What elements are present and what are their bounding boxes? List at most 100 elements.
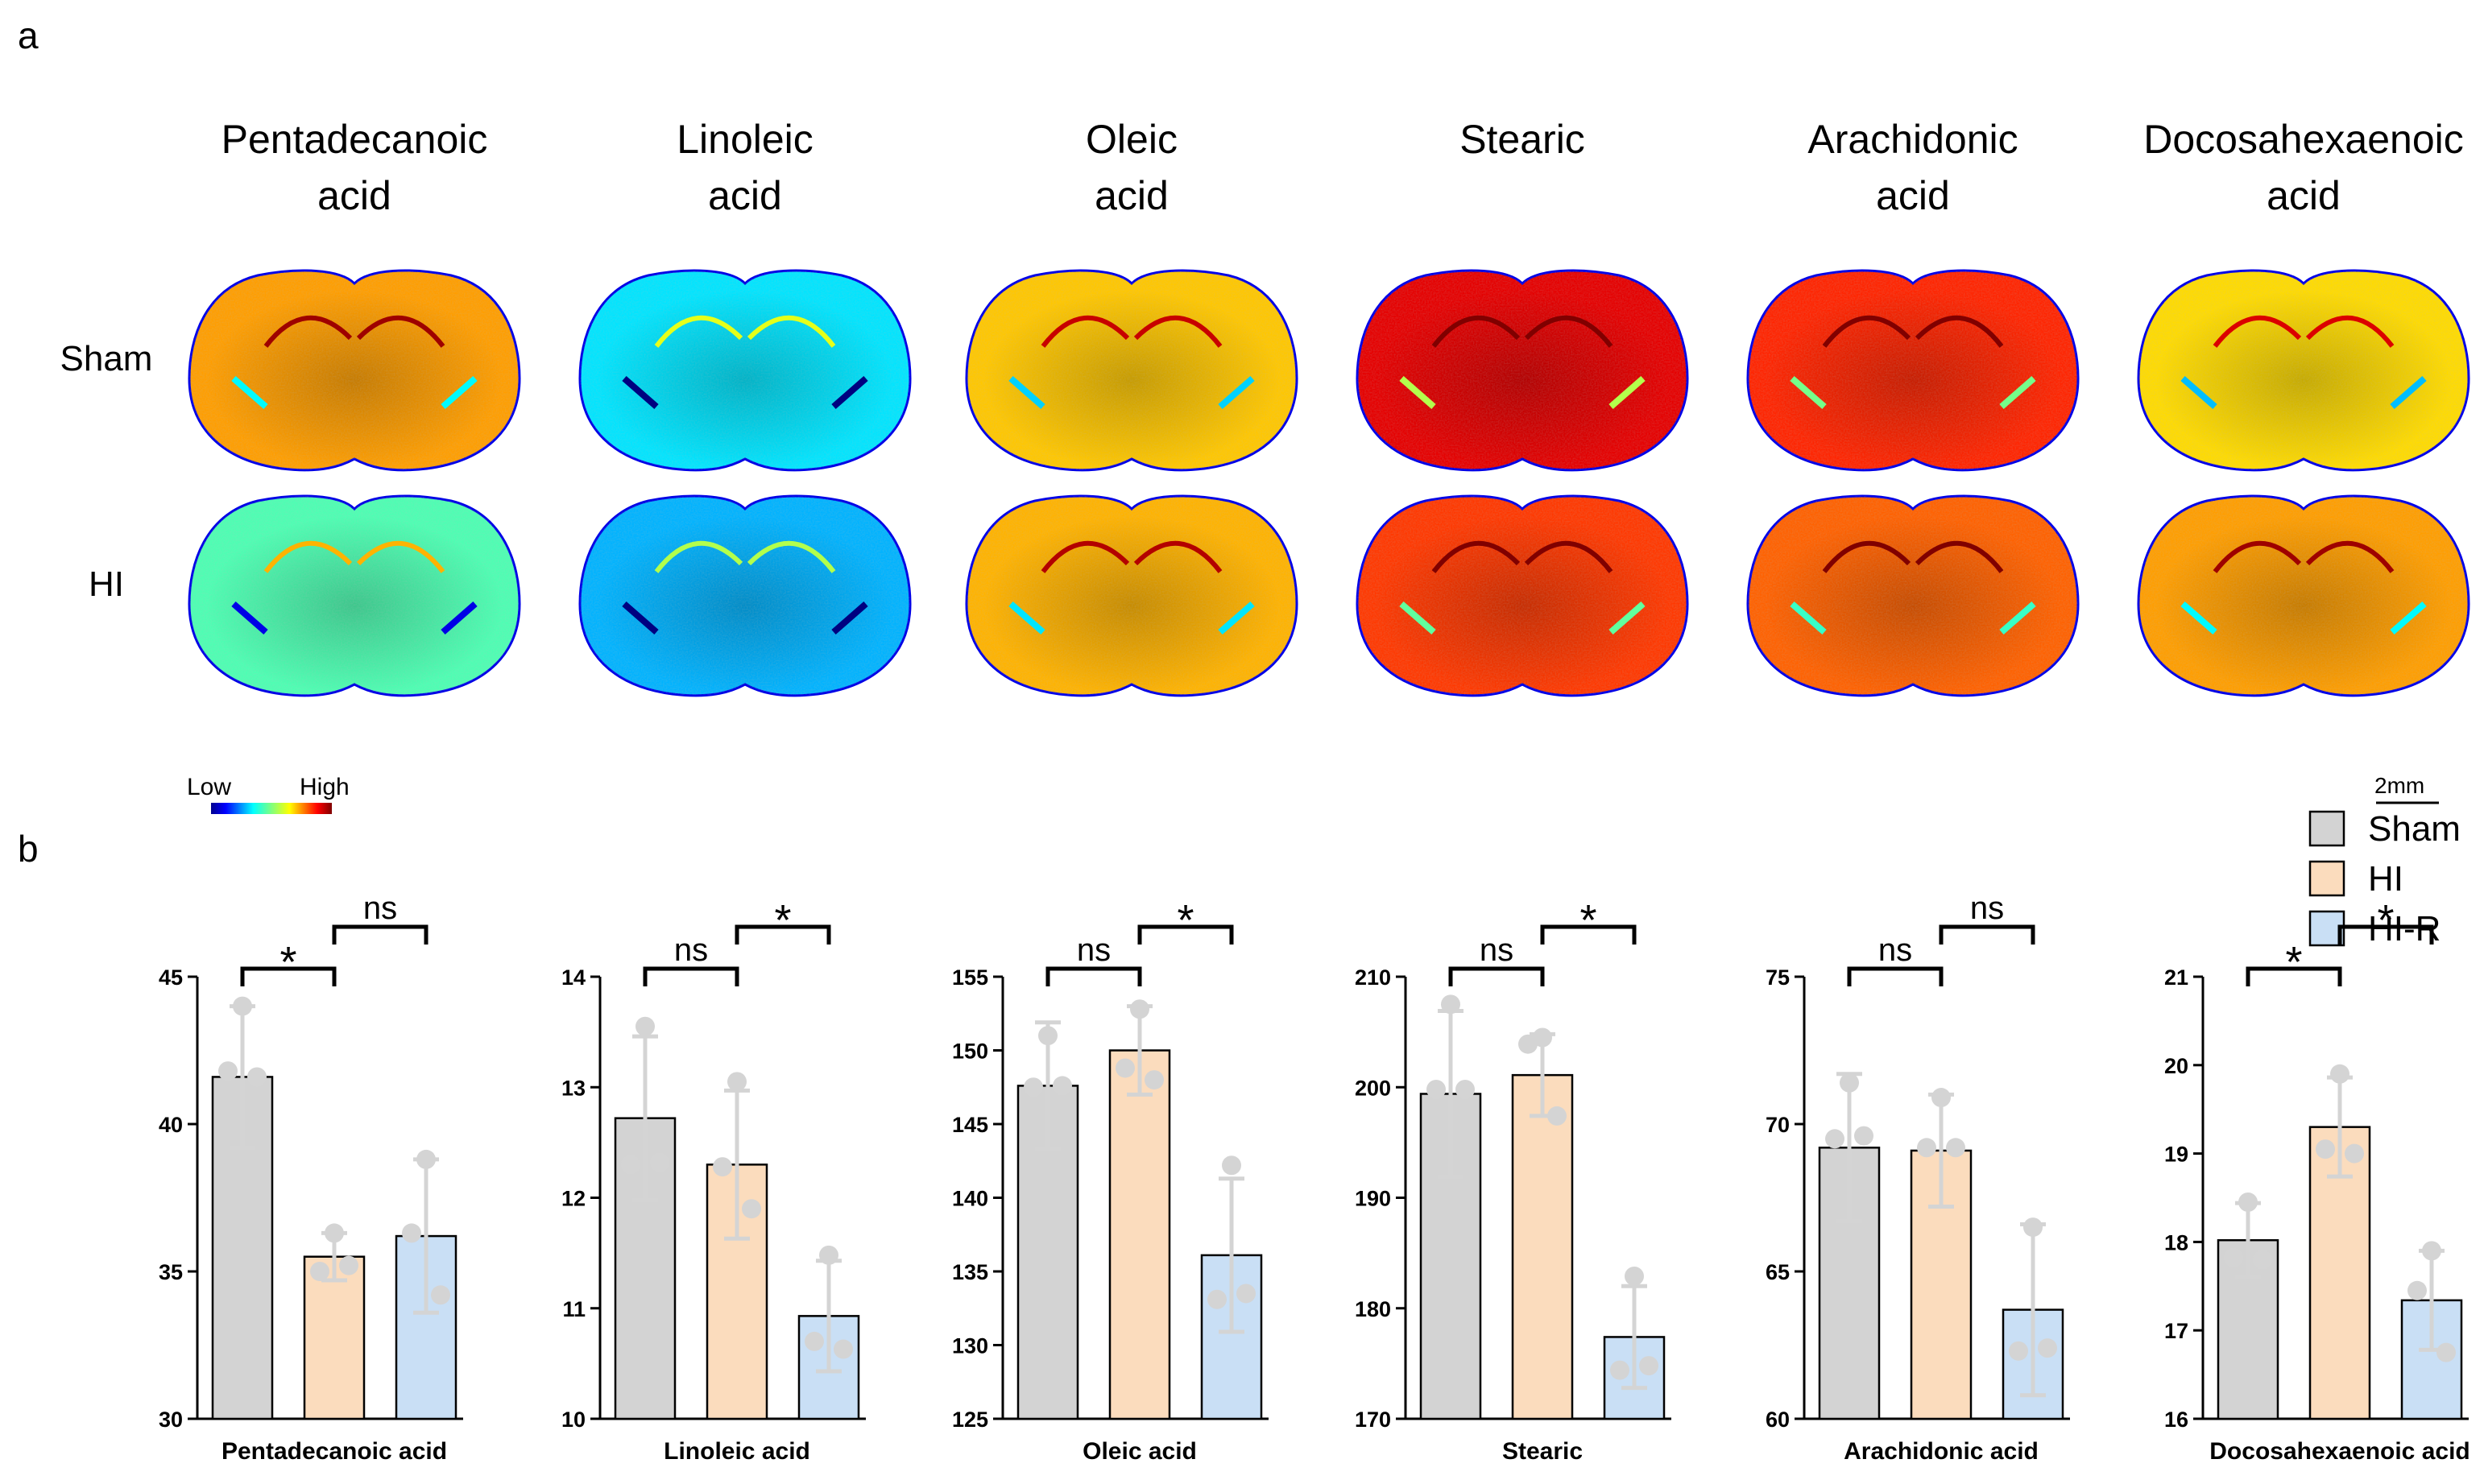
y-tick-label: 75: [1766, 965, 1790, 990]
y-tick-label: 18: [2164, 1230, 2188, 1255]
y-tick-label: 14: [561, 965, 586, 990]
panel-letter-b: b: [18, 828, 39, 870]
y-tick-label: 35: [159, 1260, 183, 1284]
data-point: [1547, 1106, 1567, 1126]
bar-chart: 30 35 40 45 Pentadecanoic acid * ns: [159, 891, 463, 1465]
data-point: [1236, 1284, 1256, 1304]
brain-section-image: [578, 269, 912, 472]
data-point: [834, 1339, 853, 1359]
x-axis-label: Arachidonic acid: [1844, 1438, 2039, 1465]
significance-label: ns: [1480, 932, 1513, 968]
y-tick-label: 210: [1355, 965, 1391, 990]
data-point: [727, 1072, 747, 1092]
data-point: [1116, 1058, 1135, 1078]
brain-section-image: [1746, 494, 2080, 697]
legend-swatch: [2308, 860, 2345, 897]
data-point: [2330, 1064, 2349, 1084]
y-tick-label: 190: [1355, 1187, 1391, 1211]
data-point: [1455, 1079, 1475, 1099]
column-title-line1: Pentadecanoic: [221, 117, 488, 162]
data-point: [621, 1155, 640, 1175]
data-point: [1625, 1266, 1644, 1286]
bar-chart: 10 11 12 13 14 Linoleic acid ns *: [561, 896, 866, 1465]
y-tick-label: 145: [952, 1113, 988, 1137]
y-tick-label: 10: [561, 1408, 586, 1432]
data-point: [635, 1016, 655, 1036]
brain-section-image: [1356, 494, 1689, 697]
data-point: [1917, 1138, 1936, 1158]
y-tick-label: 200: [1355, 1076, 1391, 1100]
data-point: [742, 1199, 761, 1219]
data-point: [1038, 1026, 1058, 1046]
y-tick-label: 19: [2164, 1143, 2188, 1167]
data-point: [325, 1223, 344, 1243]
column-title-line1: Stearic: [1459, 117, 1585, 162]
brain-section-image: [188, 269, 521, 472]
bar: [1108, 1049, 1171, 1420]
brain-section-image: [1746, 269, 2080, 472]
data-point: [233, 996, 252, 1016]
significance-bracket: [332, 924, 428, 945]
legend-swatch: [2308, 810, 2345, 847]
bar-charts: 30 35 40 45 Pentadecanoic acid * ns 10 11 12 13 14 L…: [159, 891, 2470, 1465]
column-title-line2: acid: [1876, 173, 1950, 218]
y-tick-label: 150: [952, 1040, 988, 1064]
data-point: [310, 1262, 329, 1281]
significance-bracket: [2246, 966, 2342, 986]
data-point: [339, 1255, 358, 1275]
significance-bracket: [643, 966, 739, 986]
y-tick-label: 11: [562, 1297, 586, 1321]
data-point: [1024, 1077, 1043, 1097]
significance-bracket: [1448, 966, 1545, 986]
significance-bracket: [1847, 966, 1944, 986]
brain-section-image: [965, 269, 1298, 472]
data-point: [1441, 994, 1460, 1015]
x-axis-label: Docosahexaenoic acid: [2209, 1438, 2470, 1465]
x-axis-label: Linoleic acid: [664, 1438, 810, 1465]
bar-chart: 125 130 135 140 145 150 155 Oleic acid ns *: [952, 896, 1269, 1465]
significance-bracket: [1137, 924, 1234, 945]
legend-label: Sham: [2368, 809, 2461, 849]
data-point: [2253, 1250, 2272, 1270]
data-point: [1946, 1138, 1965, 1158]
data-point: [2407, 1280, 2427, 1300]
data-point: [819, 1245, 838, 1265]
significance-bracket: [2337, 924, 2434, 945]
data-point: [713, 1157, 732, 1177]
colorbar: Low High: [187, 774, 350, 814]
x-axis-label: Pentadecanoic acid: [221, 1438, 447, 1465]
data-point: [2238, 1192, 2258, 1212]
data-point: [2038, 1338, 2057, 1358]
data-point: [650, 1152, 669, 1172]
column-title-line2: acid: [708, 173, 782, 218]
y-tick-label: 21: [2164, 965, 2188, 990]
column-title-line2: acid: [317, 173, 391, 218]
data-point: [805, 1331, 824, 1351]
data-point: [1533, 1027, 1552, 1048]
column-title-line1: Arachidonic: [1807, 117, 2018, 162]
data-point: [2436, 1342, 2456, 1362]
data-point: [1518, 1034, 1538, 1054]
data-point: [218, 1061, 238, 1081]
significance-bracket: [1045, 966, 1142, 986]
data-point: [2224, 1248, 2243, 1268]
data-point: [1145, 1070, 1164, 1090]
y-tick-label: 155: [952, 965, 988, 990]
y-tick-label: 16: [2164, 1408, 2188, 1432]
significance-label: *: [774, 896, 791, 945]
data-point: [1222, 1155, 1241, 1176]
significance-bracket: [735, 924, 831, 945]
significance-label: *: [2285, 938, 2302, 986]
column-title-line1: Oleic: [1086, 117, 1178, 162]
data-point: [2345, 1143, 2364, 1164]
significance-label: ns: [1970, 891, 2004, 926]
brain-section-image: [188, 494, 521, 697]
significance-label: ns: [363, 891, 397, 926]
y-tick-label: 45: [159, 965, 183, 990]
significance-bracket: [240, 966, 337, 986]
y-tick-label: 180: [1355, 1297, 1391, 1321]
significance-label: ns: [1077, 932, 1111, 968]
column-title-line1: Linoleic: [677, 117, 814, 162]
